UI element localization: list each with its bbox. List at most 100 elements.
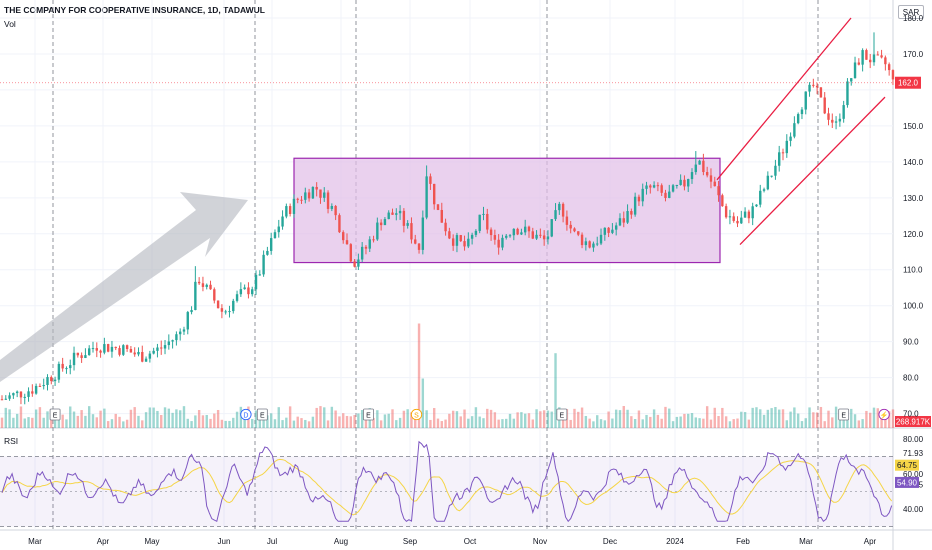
volume-bar — [106, 421, 110, 428]
candle-body — [368, 239, 371, 249]
volume-bar — [80, 410, 83, 428]
candle-body — [156, 347, 159, 351]
volume-bar — [637, 410, 641, 428]
volume-bar — [804, 418, 807, 428]
candle-body — [406, 223, 409, 226]
candle-body — [8, 395, 11, 399]
consolidation-box — [293, 157, 721, 264]
candle-body — [440, 209, 443, 223]
candle-body — [243, 287, 246, 290]
volume-bar — [364, 417, 368, 428]
candle-body — [247, 287, 250, 295]
price-tick-label: 100.0 — [903, 302, 924, 311]
candle-body — [789, 136, 792, 141]
event-marker-box — [838, 408, 850, 421]
candle-body — [728, 216, 732, 218]
candle-body — [27, 391, 30, 397]
rsi-pane — [0, 440, 893, 527]
rsi-ma-tag — [895, 459, 919, 471]
candle-body — [592, 243, 595, 248]
candle-body — [448, 231, 451, 239]
candle-body — [834, 121, 838, 123]
candle-body — [38, 385, 42, 387]
candle-body — [884, 57, 887, 65]
candle-body — [671, 185, 675, 192]
event-marker-label: D — [243, 413, 248, 420]
candle-body — [796, 114, 800, 124]
candle-body — [850, 78, 853, 82]
volume-bar — [444, 419, 447, 428]
volume-bar — [660, 418, 663, 428]
candle-body — [861, 50, 864, 65]
candle-body — [91, 348, 95, 350]
candle-body — [50, 377, 53, 382]
volume-bar — [167, 408, 171, 428]
volume-bar — [675, 416, 679, 428]
volume-bar — [334, 410, 337, 428]
volume-bar — [232, 417, 235, 428]
price-tick-label: 120.0 — [903, 230, 924, 239]
candle-body — [611, 229, 614, 233]
candle-body — [694, 164, 698, 173]
candle-body — [288, 206, 292, 214]
volume-bar — [721, 407, 724, 428]
candle-body — [774, 165, 777, 176]
volume-bar — [125, 419, 129, 428]
candle-body — [57, 363, 61, 380]
volume-bar — [679, 416, 682, 428]
candle-body — [482, 213, 485, 215]
candle-body — [740, 217, 743, 224]
volume-bar — [497, 419, 500, 428]
event-marker: E — [256, 408, 268, 421]
volume-bar — [588, 418, 591, 428]
candle-body — [133, 352, 136, 355]
candle-body — [793, 123, 796, 137]
candle-body — [539, 234, 542, 236]
candle-body — [15, 391, 19, 394]
candle-body — [87, 348, 91, 356]
volume-bar — [493, 412, 497, 428]
volume-bar — [819, 406, 823, 428]
volume-bar — [781, 409, 785, 428]
candle-body — [546, 236, 550, 240]
rsi-ma-line — [1, 458, 893, 516]
candle-body — [152, 350, 155, 354]
candle-body — [512, 228, 516, 236]
event-marker: D — [240, 408, 252, 421]
candle-body — [334, 206, 337, 216]
event-marker-label: E — [841, 413, 846, 420]
volume-bar — [823, 421, 826, 428]
volume-bar — [622, 406, 625, 428]
candle-body — [770, 175, 773, 177]
candle-body — [326, 192, 330, 209]
time-tick-label: Apr — [97, 537, 110, 546]
currency-button[interactable]: SAR — [898, 5, 924, 19]
candle-body — [599, 234, 603, 244]
volume-bar — [626, 409, 629, 428]
candle-body — [34, 385, 38, 394]
candle-body — [61, 363, 64, 369]
candle-body — [262, 254, 265, 275]
time-tick-label: Dec — [603, 537, 617, 546]
candle-body — [478, 214, 481, 231]
volume-bar — [808, 407, 811, 428]
volume-bar — [630, 416, 633, 428]
volume-bar — [671, 421, 675, 428]
volume-bar — [129, 409, 133, 428]
price-channel — [716, 17, 886, 246]
candle-body — [122, 345, 125, 355]
candle-body — [197, 281, 201, 284]
candle-body — [103, 344, 106, 353]
volume-bar — [520, 412, 523, 428]
volume-bar — [133, 407, 136, 428]
candle-body — [637, 196, 641, 202]
volume-bar — [379, 420, 383, 428]
candle-body — [379, 222, 383, 226]
event-marker-box — [49, 408, 61, 421]
candle-body — [125, 345, 129, 350]
candle-body — [614, 225, 618, 230]
volume-bar — [266, 415, 269, 428]
volume-bar — [406, 409, 409, 428]
candle-body — [387, 212, 390, 220]
